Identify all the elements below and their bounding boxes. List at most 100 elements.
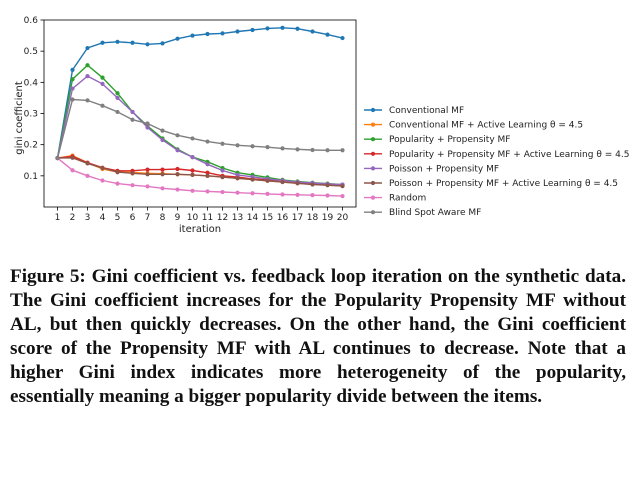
data-point <box>220 31 225 36</box>
series-line <box>56 98 343 159</box>
x-tick-label: 19 <box>322 213 334 223</box>
x-tick-label: 8 <box>160 213 166 223</box>
data-point <box>190 168 195 173</box>
data-point <box>220 168 225 173</box>
data-point <box>280 192 285 197</box>
data-point <box>340 35 345 41</box>
x-tick-label: 10 <box>187 213 199 223</box>
data-point <box>145 172 150 177</box>
data-point <box>145 42 150 47</box>
data-point <box>100 81 105 86</box>
x-tick-label: 18 <box>307 213 319 223</box>
data-point <box>235 190 240 195</box>
data-point <box>250 177 255 182</box>
legend-swatch-marker <box>370 151 376 156</box>
series-group <box>55 25 345 161</box>
series-line <box>57 157 343 197</box>
data-point <box>265 191 270 197</box>
data-point <box>310 147 315 153</box>
data-point <box>85 173 90 178</box>
x-tick-label: 15 <box>262 213 273 223</box>
data-point <box>70 155 75 160</box>
x-axis-ticks: 1 2 3 4 5 6 7 8 9 10 11 12 13 14 15 16 17 18 19 20 <box>55 207 349 223</box>
data-point <box>100 40 105 45</box>
gini-line-chart: 1 2 3 4 5 6 7 8 9 10 11 12 13 14 15 16 17 18 19 20 0.10.20.… <box>14 16 629 235</box>
data-point <box>70 77 75 82</box>
plot-frame <box>43 19 357 208</box>
data-point <box>310 29 315 34</box>
data-point <box>55 155 60 161</box>
series-layer <box>55 25 345 199</box>
data-point <box>250 27 255 33</box>
x-tick-label: 6 <box>130 213 136 223</box>
x-tick-label: 20 <box>337 213 349 223</box>
data-point <box>160 137 165 143</box>
data-point <box>235 29 240 34</box>
data-point <box>160 186 165 191</box>
data-point <box>220 174 225 180</box>
data-point <box>205 173 210 178</box>
figure-caption: Figure 5: Gini coefficient vs. feedback … <box>10 266 626 407</box>
legend-label: Poisson + Propensity MF <box>389 164 499 174</box>
x-tick-label: 3 <box>85 213 91 223</box>
data-point <box>175 172 180 177</box>
data-point <box>235 172 240 177</box>
x-tick-label: 7 <box>145 213 151 223</box>
data-point <box>175 166 180 172</box>
data-point <box>130 109 135 115</box>
data-point <box>100 165 105 171</box>
data-point <box>235 143 240 148</box>
data-point <box>295 192 300 197</box>
x-axis-title: iteration <box>179 224 221 235</box>
series-group <box>55 155 345 189</box>
y-tick-label: 0.6 <box>24 16 39 26</box>
series-group <box>55 97 345 161</box>
legend-swatch-marker <box>370 180 376 186</box>
data-point <box>115 91 120 96</box>
data-point <box>325 183 330 188</box>
data-point <box>100 103 105 108</box>
data-point <box>85 63 90 68</box>
data-point <box>115 109 120 115</box>
legend-label: Random <box>389 194 426 204</box>
data-point <box>325 193 330 198</box>
data-point <box>205 31 210 37</box>
data-point <box>340 193 345 199</box>
data-point <box>160 128 165 133</box>
data-point <box>70 97 75 102</box>
data-point <box>190 33 195 38</box>
legend-swatch-marker <box>370 122 376 127</box>
y-axis-ticks: 0.1 0.2 0.3 0.4 0.5 0.6 <box>24 16 44 182</box>
data-point <box>115 39 120 44</box>
legend-label: Blind Spot Aware MF <box>389 208 481 218</box>
data-point <box>145 167 150 172</box>
data-point <box>280 25 285 30</box>
data-point <box>190 136 195 141</box>
data-point <box>340 184 345 189</box>
x-tick-label: 5 <box>115 213 121 223</box>
legend: Conventional MF Conventional MF + Active … <box>364 106 629 218</box>
data-point <box>85 98 90 103</box>
data-point <box>85 74 90 79</box>
x-tick-label: 16 <box>277 213 289 223</box>
data-point <box>325 32 330 37</box>
y-tick-label: 0.4 <box>24 78 39 88</box>
data-point <box>340 148 345 153</box>
data-point <box>100 75 105 80</box>
data-point <box>145 125 150 130</box>
series-line <box>57 157 343 187</box>
data-point <box>265 178 270 183</box>
data-point <box>205 189 210 194</box>
data-point <box>220 141 225 146</box>
legend-swatch-marker <box>370 166 376 171</box>
data-point <box>115 95 120 101</box>
x-tick-label: 4 <box>100 213 106 223</box>
data-point <box>145 121 150 126</box>
x-tick-label: 1 <box>55 213 61 223</box>
data-point <box>250 144 255 149</box>
y-tick-label: 0.5 <box>24 47 38 57</box>
x-tick-label: 13 <box>232 213 243 223</box>
data-point <box>145 184 150 189</box>
legend-label: Poisson + Propensity MF + Active Learnin… <box>389 179 618 189</box>
series-line <box>56 75 343 186</box>
